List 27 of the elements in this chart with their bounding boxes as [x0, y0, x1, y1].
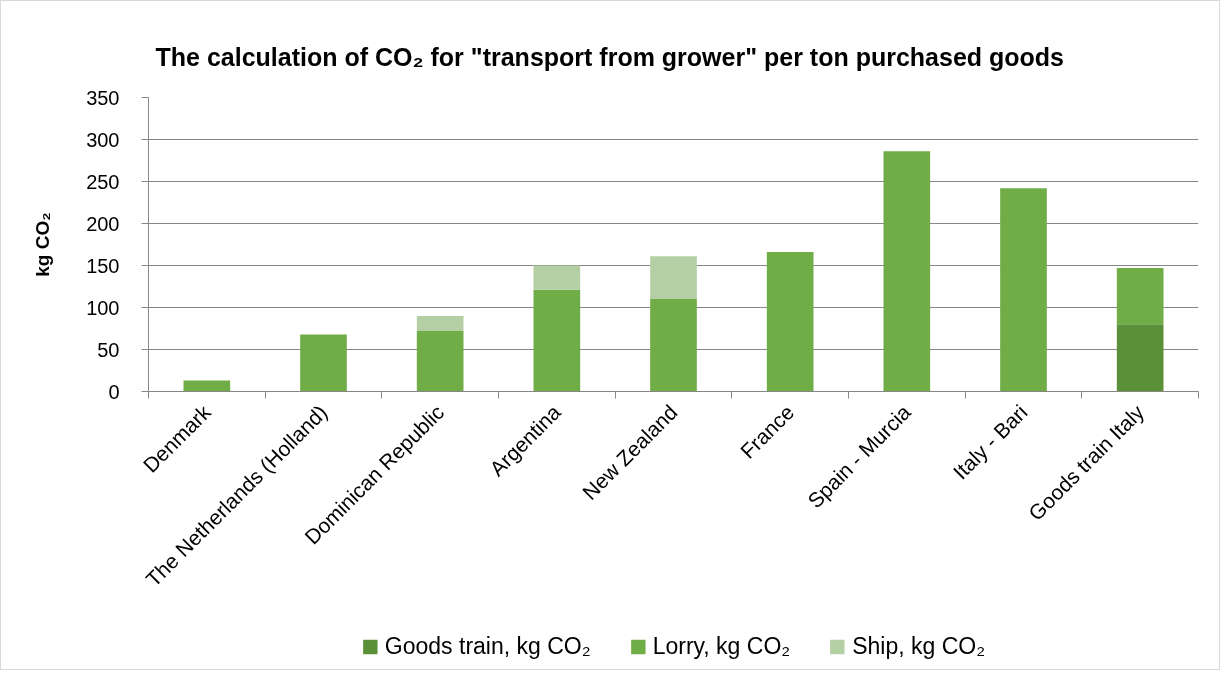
legend-label: Ship, kg CO₂ [852, 632, 986, 660]
y-tick-label: 300 [86, 128, 120, 151]
y-tick-label: 200 [86, 212, 120, 235]
legend-label: Goods train, kg CO₂ [384, 632, 591, 660]
y-tick-label: 350 [86, 86, 120, 109]
bar [1116, 324, 1164, 392]
y-tick-label: 250 [86, 170, 120, 193]
chart-title: The calculation of CO₂ for "transport from grower" per ton purchased goods [155, 42, 1064, 71]
bar [416, 331, 464, 392]
bar [766, 252, 814, 392]
y-tick-label: 50 [97, 338, 120, 361]
bar [1116, 268, 1164, 325]
bar [883, 151, 931, 392]
y-tick-label: 0 [108, 380, 120, 403]
x-tick-label: Italy - Bari [948, 400, 1032, 484]
y-tick-label: 100 [86, 296, 120, 319]
bar [183, 380, 231, 392]
bar [650, 256, 697, 300]
y-axis-title: kg CO₂ [32, 212, 54, 277]
bar [533, 289, 581, 392]
bar [300, 334, 347, 392]
bar [650, 299, 697, 392]
bar [416, 315, 464, 332]
bar [533, 265, 581, 290]
y-tick-label: 150 [86, 254, 120, 277]
legend-label: Lorry, kg CO₂ [652, 632, 791, 660]
bar [1000, 188, 1047, 392]
